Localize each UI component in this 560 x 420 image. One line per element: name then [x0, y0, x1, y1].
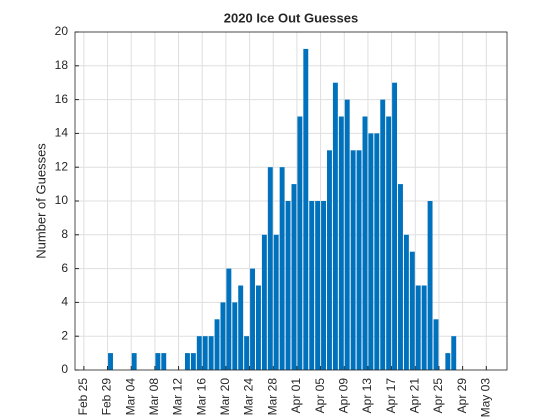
y-tick-label: 14	[55, 126, 69, 140]
bar	[433, 319, 439, 370]
y-tick-label: 4	[61, 295, 68, 309]
x-tick-label: Mar 16	[194, 378, 208, 416]
x-tick-label: Feb 25	[76, 378, 90, 416]
bar	[220, 302, 226, 370]
x-tick-label: Apr 17	[384, 378, 398, 414]
x-tick-label: Apr 01	[289, 378, 303, 414]
bar	[161, 353, 167, 370]
bar	[338, 116, 344, 370]
chart-title: 2020 Ice Out Guesses	[224, 10, 358, 25]
x-tick-label: Apr 29	[455, 378, 469, 414]
bar	[244, 336, 250, 370]
y-tick-label: 12	[55, 159, 69, 173]
x-tick-label: May 03	[478, 378, 492, 418]
y-tick-label: 2	[61, 328, 68, 342]
bar	[273, 234, 279, 370]
bar	[202, 336, 208, 370]
bar	[356, 150, 362, 370]
y-tick-label: 10	[55, 193, 69, 207]
bar	[315, 201, 321, 370]
bar	[267, 167, 273, 370]
bar	[374, 133, 380, 370]
plot-frame	[74, 31, 508, 371]
bar	[309, 201, 315, 370]
bar	[250, 268, 255, 370]
bar	[232, 302, 238, 370]
bar	[108, 353, 113, 370]
x-tick-label: Apr 21	[407, 378, 421, 414]
x-tick-label: Feb 29	[100, 378, 114, 416]
bar	[427, 201, 433, 370]
bar	[208, 336, 214, 370]
x-tick-label: Apr 09	[336, 378, 350, 414]
y-tick-label: 16	[55, 92, 69, 106]
bar	[350, 150, 356, 370]
bar	[386, 116, 392, 370]
bar	[190, 353, 196, 370]
x-tick-label: Mar 28	[265, 378, 279, 416]
y-axis-label: Number of Guesses	[33, 143, 48, 259]
bar	[332, 82, 338, 370]
bar	[255, 285, 261, 370]
x-tick-label: Mar 12	[171, 378, 185, 416]
bar	[327, 150, 332, 370]
y-tick-label: 6	[61, 261, 68, 275]
y-tick-label: 0	[61, 362, 68, 376]
bar	[238, 285, 244, 370]
bar	[184, 353, 190, 370]
bar	[445, 353, 451, 370]
y-tick-label: 8	[61, 227, 68, 241]
bar	[297, 116, 303, 370]
bar	[196, 336, 202, 370]
bar	[451, 336, 457, 370]
x-tick-label: Apr 25	[431, 378, 445, 414]
bar	[131, 353, 137, 370]
bar	[368, 133, 374, 370]
bar	[214, 319, 220, 370]
x-tick-label: Mar 20	[218, 378, 232, 416]
bar	[421, 285, 427, 370]
bar	[285, 201, 291, 370]
bar	[380, 99, 386, 370]
bar	[226, 268, 232, 370]
bar	[362, 116, 368, 370]
bar	[303, 48, 309, 371]
bar	[415, 285, 421, 370]
bar	[403, 234, 409, 370]
x-tick-label: Apr 05	[313, 378, 327, 414]
bar	[398, 184, 403, 370]
x-tick-label: Apr 13	[360, 378, 374, 414]
y-tick-label: 18	[55, 58, 69, 72]
y-tick-label: 20	[55, 24, 69, 38]
x-tick-label: Mar 08	[147, 378, 161, 416]
bar	[392, 82, 398, 370]
bar	[155, 353, 161, 370]
bar	[409, 251, 415, 370]
bar	[261, 234, 267, 370]
bar	[291, 184, 297, 370]
bar	[321, 201, 327, 370]
bar	[279, 167, 285, 370]
bar	[344, 99, 350, 370]
x-tick-label: Mar 04	[123, 378, 137, 416]
x-tick-label: Mar 24	[242, 378, 256, 416]
